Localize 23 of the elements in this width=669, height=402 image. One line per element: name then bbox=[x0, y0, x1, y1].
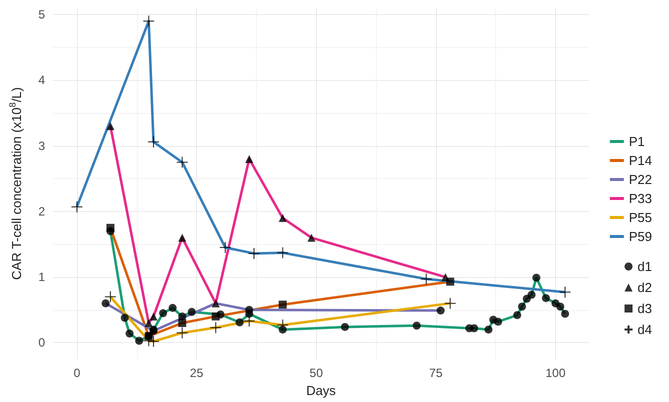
legend-label: P14 bbox=[628, 153, 652, 168]
legend-label: d3 bbox=[638, 301, 652, 316]
legend-label: P22 bbox=[628, 172, 652, 187]
legend-label: P33 bbox=[628, 191, 652, 206]
x-axis-title: Days bbox=[306, 383, 336, 398]
y-tick-label: 2 bbox=[38, 204, 46, 218]
legend-label: P59 bbox=[628, 229, 652, 244]
y-axis-title: CAR T-cell concentration (x108/L) bbox=[8, 87, 24, 280]
y-tick-label: 5 bbox=[38, 8, 46, 22]
legend-label: P1 bbox=[628, 134, 645, 149]
legend-label: d1 bbox=[638, 259, 652, 274]
y-tick-label: 4 bbox=[38, 73, 46, 88]
x-tick-label: 25 bbox=[190, 366, 204, 380]
legend-label: d4 bbox=[638, 322, 652, 337]
x-tick-label: 50 bbox=[310, 366, 324, 380]
y-tick-label: 1 bbox=[38, 270, 46, 284]
y-tick-label: 0 bbox=[38, 336, 46, 350]
legend-label: P55 bbox=[628, 210, 652, 225]
legend-label: d2 bbox=[638, 280, 652, 295]
x-tick-label: 0 bbox=[74, 366, 81, 380]
x-tick-label: 75 bbox=[429, 366, 443, 380]
x-tick-label: 100 bbox=[545, 366, 566, 380]
y-tick-label: 3 bbox=[38, 138, 46, 153]
